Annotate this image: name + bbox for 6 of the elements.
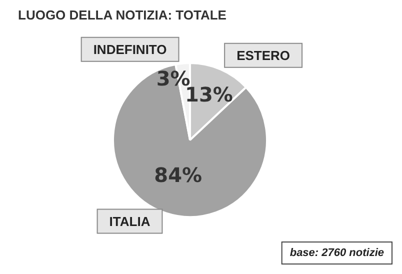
text: base: 2760 notizie — [290, 247, 384, 260]
slice-label: ESTERO — [236, 48, 290, 63]
data-label: 84% — [154, 162, 202, 187]
slice-label: INDEFINITO — [93, 42, 167, 57]
slice-label: ITALIA — [109, 214, 151, 229]
chart-title: LUOGO DELLA NOTIZIA: TOTALE — [18, 8, 227, 23]
